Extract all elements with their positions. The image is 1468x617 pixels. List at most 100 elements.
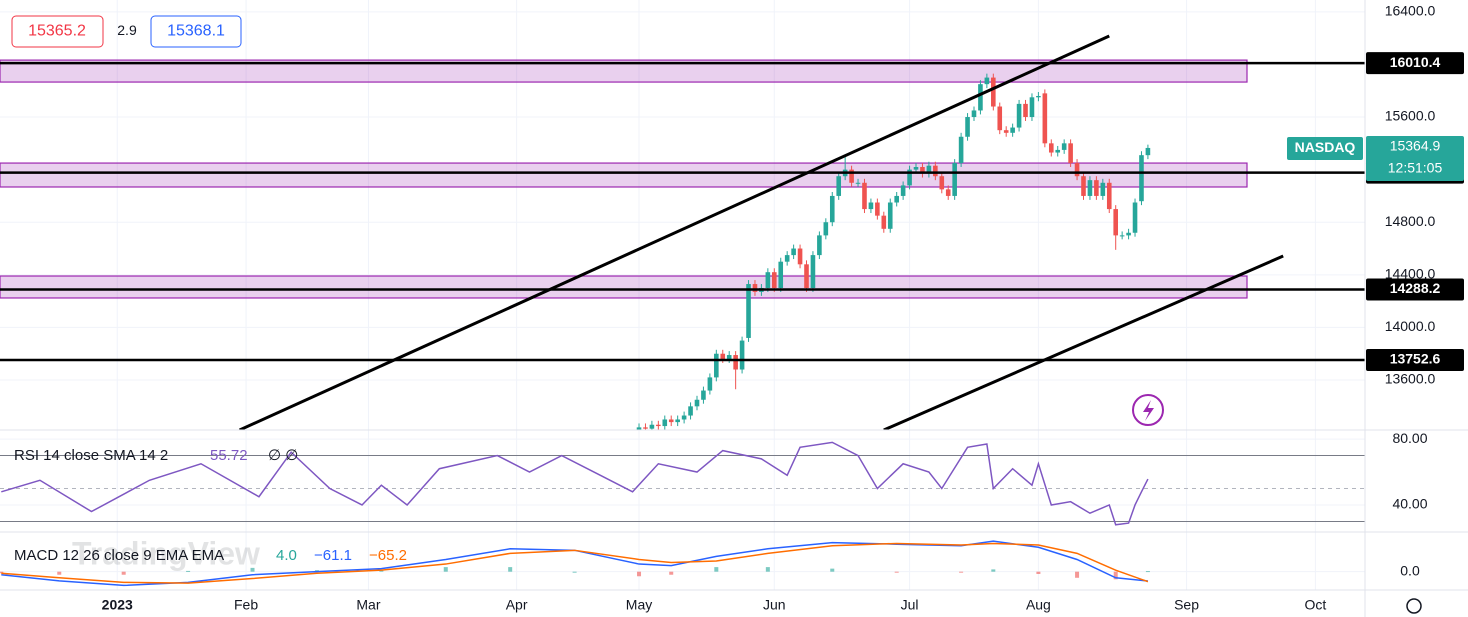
candle-body — [829, 195, 835, 223]
candle-body — [1055, 149, 1061, 153]
candle-body — [926, 165, 932, 174]
candle-body — [933, 165, 938, 177]
level-label: 16010.4 — [1390, 54, 1441, 70]
candle-body — [1100, 182, 1106, 196]
candle-body — [778, 261, 784, 288]
x-tick-label: 2023 — [102, 597, 133, 613]
histogram-bar — [959, 571, 964, 573]
candle-body — [997, 106, 1003, 131]
candle-body — [784, 255, 790, 262]
x-tick-label: Jun — [763, 597, 786, 613]
candle-body — [714, 353, 719, 378]
trend-line — [883, 254, 1284, 430]
candle-body — [675, 419, 680, 423]
histogram-bar — [572, 571, 577, 573]
candle-body — [1087, 180, 1093, 196]
candle-body — [733, 355, 738, 370]
candle-body — [971, 110, 977, 118]
last-price-bg — [1366, 135, 1464, 181]
candle-body — [1113, 209, 1119, 236]
candle-body — [887, 202, 893, 229]
candle-body — [707, 377, 713, 391]
x-tick-label: Sep — [1174, 597, 1199, 613]
histogram-bar — [1145, 571, 1150, 573]
candle-body — [1139, 155, 1144, 202]
candle-body — [720, 353, 726, 359]
candle-body — [688, 406, 693, 416]
candle-body — [875, 202, 880, 216]
candle-body — [1074, 163, 1080, 177]
zone — [0, 59, 1248, 83]
zone — [0, 275, 1248, 299]
symbol-label: NASDAQ — [1295, 139, 1356, 155]
candle-body — [791, 248, 796, 256]
lightning — [1143, 400, 1154, 421]
candle-body — [746, 284, 751, 338]
level-label-bg — [1366, 52, 1464, 75]
candle-body — [881, 215, 887, 229]
candle-body — [694, 399, 700, 407]
candle-body — [1132, 202, 1138, 233]
candle-body — [771, 272, 777, 288]
candle-body — [1119, 235, 1125, 237]
candle-body — [1126, 232, 1131, 236]
bid-box[interactable] — [11, 15, 104, 48]
candle-body — [1048, 143, 1054, 153]
candle-body — [945, 189, 951, 196]
y-tick-label: 14400.0 — [1385, 266, 1436, 282]
candle-body — [1068, 143, 1073, 164]
settings-icon[interactable] — [1406, 598, 1422, 614]
candle-body — [1094, 180, 1099, 196]
candle-body — [1145, 147, 1151, 156]
candle-body — [1003, 130, 1009, 133]
indicator-extra: ∅ ∅ — [268, 447, 298, 464]
watermark: TradingView — [72, 535, 260, 571]
histogram-bar — [830, 568, 835, 572]
candle-body — [649, 424, 655, 429]
spread: 2.9 — [117, 22, 137, 38]
candle-body — [958, 136, 964, 164]
candle-body — [1016, 103, 1022, 128]
countdown: 12:51:05 — [1388, 160, 1443, 176]
candle-body — [1081, 176, 1086, 196]
y-tick-label: 13600.0 — [1385, 371, 1436, 387]
histogram-bar — [443, 567, 448, 572]
histogram-bar — [508, 567, 513, 572]
indicator-title: MACD 12 26 close 9 EMA EMA — [14, 547, 224, 564]
macd-line — [1, 542, 1149, 584]
level-label: 13752.6 — [1390, 351, 1441, 367]
candle-body — [900, 185, 906, 196]
y-tick-label: 14800.0 — [1385, 213, 1436, 229]
candle-body — [965, 117, 970, 137]
candle-body — [952, 163, 957, 196]
candle-body — [804, 264, 809, 288]
histogram-bar — [1075, 571, 1080, 578]
candle-body — [636, 427, 642, 430]
candle-body — [1036, 95, 1041, 98]
candle-body — [668, 419, 674, 423]
rsi-line — [1, 441, 1149, 526]
candle-body — [1061, 143, 1067, 150]
histogram-bar — [57, 571, 62, 575]
candle-body — [643, 427, 648, 429]
x-tick-label: Aug — [1026, 597, 1051, 613]
x-tick-label: Feb — [234, 597, 258, 613]
candle-body — [978, 84, 983, 111]
ask-box[interactable] — [150, 15, 242, 48]
candle-body — [797, 248, 803, 265]
candle-body — [1106, 182, 1112, 210]
candle-body — [701, 390, 706, 400]
histogram-bar — [765, 567, 770, 572]
candle-body — [662, 419, 668, 427]
level-label-bg — [1366, 348, 1464, 371]
level-label-bg — [1366, 278, 1464, 301]
y-tick-label: 15600.0 — [1385, 108, 1436, 124]
histogram-bar — [1036, 571, 1041, 574]
histogram-bar — [379, 570, 384, 572]
y-tick-label: 40.00 — [1392, 496, 1427, 512]
last-price: 15364.9 — [1390, 138, 1441, 154]
indicator-title: RSI 14 close SMA 14 2 — [14, 447, 168, 464]
candle-body — [849, 169, 854, 183]
